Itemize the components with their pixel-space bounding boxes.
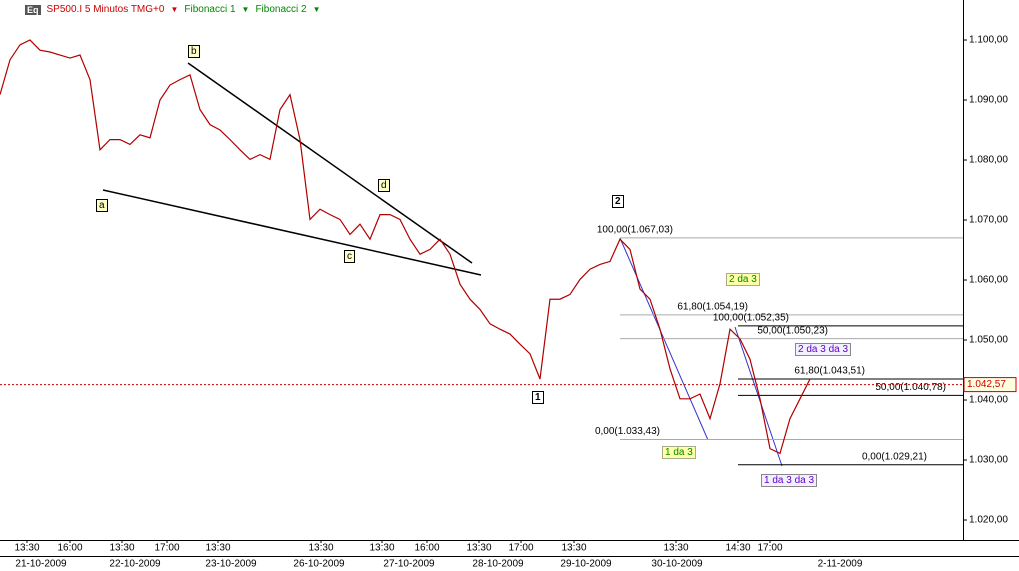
symbol: SP500.I 5 Minutos TMG+0: [46, 4, 165, 15]
wave-label: 2 da 3 da 3: [795, 343, 852, 356]
fib-label: 50,00(1.050,23): [757, 325, 828, 336]
fib-label: 0,00(1.033,43): [595, 426, 660, 437]
y-tick-label: 1.020,00: [969, 515, 1008, 526]
y-tick-label: 1.070,00: [969, 215, 1008, 226]
dropdown[interactable]: ▼: [241, 5, 250, 14]
trend-line: [102, 189, 482, 276]
x-tick-label: 16:00: [57, 543, 82, 554]
wave-label: 2: [612, 195, 624, 208]
indicator: Fibonacci 1: [184, 4, 236, 15]
y-tick-label: 1.100,00: [969, 35, 1008, 46]
dropdown[interactable]: ▼: [312, 5, 321, 14]
wave-label: 1: [532, 391, 544, 404]
x-tick-label: 13:30: [205, 543, 230, 554]
x-tick-label: 17:00: [154, 543, 179, 554]
x-tick-label: 13:30: [308, 543, 333, 554]
x-tick-label: 17:00: [508, 543, 533, 554]
icon: Eq: [25, 4, 41, 15]
last-price-label: 1.042,57: [967, 379, 1006, 390]
trend-line: [187, 62, 473, 264]
wave-label: c: [344, 250, 355, 263]
x-tick-label: 17:00: [757, 543, 782, 554]
wave-label: 1 da 3 da 3: [761, 474, 818, 487]
wave-label: 1 da 3: [662, 446, 696, 459]
x-tick-label: 13:30: [466, 543, 491, 554]
date-label: 30-10-2009: [651, 559, 703, 570]
date-label: 21-10-2009: [15, 559, 67, 570]
date-label: 29-10-2009: [560, 559, 612, 570]
last-price-box: [963, 377, 1017, 393]
y-tick-label: 1.080,00: [969, 155, 1008, 166]
x-tick-label: 16:00: [414, 543, 439, 554]
y-tick-label: 1.030,00: [969, 455, 1008, 466]
x-tick-label: 13:30: [369, 543, 394, 554]
date-label: 26-10-2009: [293, 559, 345, 570]
fib-label: 100,00(1.067,03): [597, 224, 673, 235]
dropdown[interactable]: ▼: [170, 5, 179, 14]
x-tick-label: 13:30: [14, 543, 39, 554]
date-label: 28-10-2009: [472, 559, 524, 570]
y-tick-label: 1.090,00: [969, 95, 1008, 106]
fib-label: 50,00(1.040,78): [875, 382, 946, 393]
date-label: 23-10-2009: [205, 559, 257, 570]
header: Eq SP500.I 5 Minutos TMG+0 ▼ Fibonacci 1 ▼…: [25, 4, 321, 15]
x-tick-label: 13:30: [109, 543, 134, 554]
wave-label: a: [96, 199, 108, 212]
fib-label: 61,80(1.054,19): [677, 302, 748, 313]
fib-label: 61,80(1.043,51): [794, 366, 865, 377]
wave-label: d: [378, 179, 390, 192]
y-tick-label: 1.050,00: [969, 335, 1008, 346]
wave-label: b: [188, 45, 200, 58]
indicator: Fibonacci 2: [255, 4, 307, 15]
fib-label: 0,00(1.029,21): [862, 451, 927, 462]
price-line: [0, 39, 811, 455]
date-label: 22-10-2009: [109, 559, 161, 570]
x-tick-label: 13:30: [663, 543, 688, 554]
fib-label: 100,00(1.052,35): [713, 313, 789, 324]
y-tick-label: 1.060,00: [969, 275, 1008, 286]
y-tick-label: 1.040,00: [969, 395, 1008, 406]
x-tick-label: 14:30: [725, 543, 750, 554]
x-tick-label: 13:30: [561, 543, 586, 554]
date-label: 2-11-2009: [818, 559, 863, 570]
fib-anchor-line: [734, 326, 783, 467]
date-label: 27-10-2009: [383, 559, 435, 570]
wave-label: 2 da 3: [726, 273, 760, 286]
